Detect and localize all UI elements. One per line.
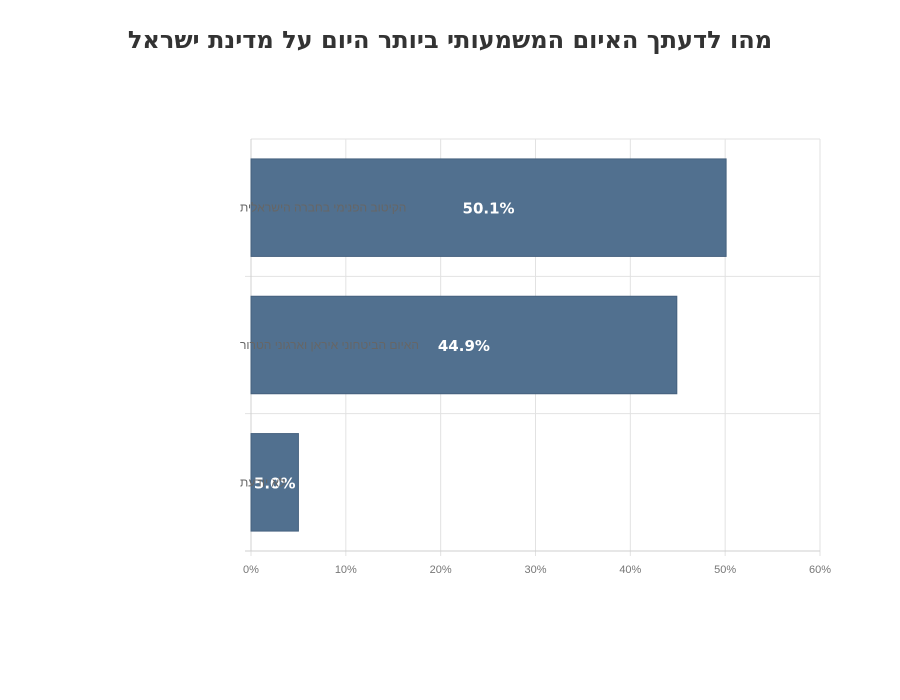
x-tick-label: 60% bbox=[809, 564, 831, 576]
x-tick-label: 30% bbox=[524, 564, 546, 576]
data-label: 50.1% bbox=[463, 200, 515, 218]
tick-labels: 0% 10% 20% 30% 40% 50% 60% bbox=[243, 564, 831, 576]
chart-title: מהו לדעתך האיום המשמעותי ביותר היום על מ… bbox=[127, 26, 773, 54]
x-tick-label: 40% bbox=[619, 564, 641, 576]
data-labels: 50.1% 44.9% 5.0% bbox=[254, 200, 515, 493]
x-tick-label: 20% bbox=[430, 564, 452, 576]
bar bbox=[250, 295, 678, 395]
x-tick-label: 50% bbox=[714, 564, 736, 576]
x-tick-label: 0% bbox=[243, 564, 259, 576]
bar bbox=[250, 158, 727, 257]
bars bbox=[250, 158, 727, 532]
x-tick-label: 10% bbox=[335, 564, 357, 576]
category-label: האיום הביטחוני איראן וארגוני הטרור bbox=[240, 338, 419, 352]
category-label: לא יודעת bbox=[240, 475, 285, 489]
category-label: הקיטוב הפנימי בחברה הישראלית bbox=[240, 201, 406, 215]
category-labels: הקיטוב הפנימי בחברה הישראלית האיום הביטחו… bbox=[240, 201, 419, 490]
data-label: 5.0% bbox=[254, 474, 296, 492]
bar bbox=[250, 433, 299, 532]
data-label: 44.9% bbox=[438, 337, 490, 355]
